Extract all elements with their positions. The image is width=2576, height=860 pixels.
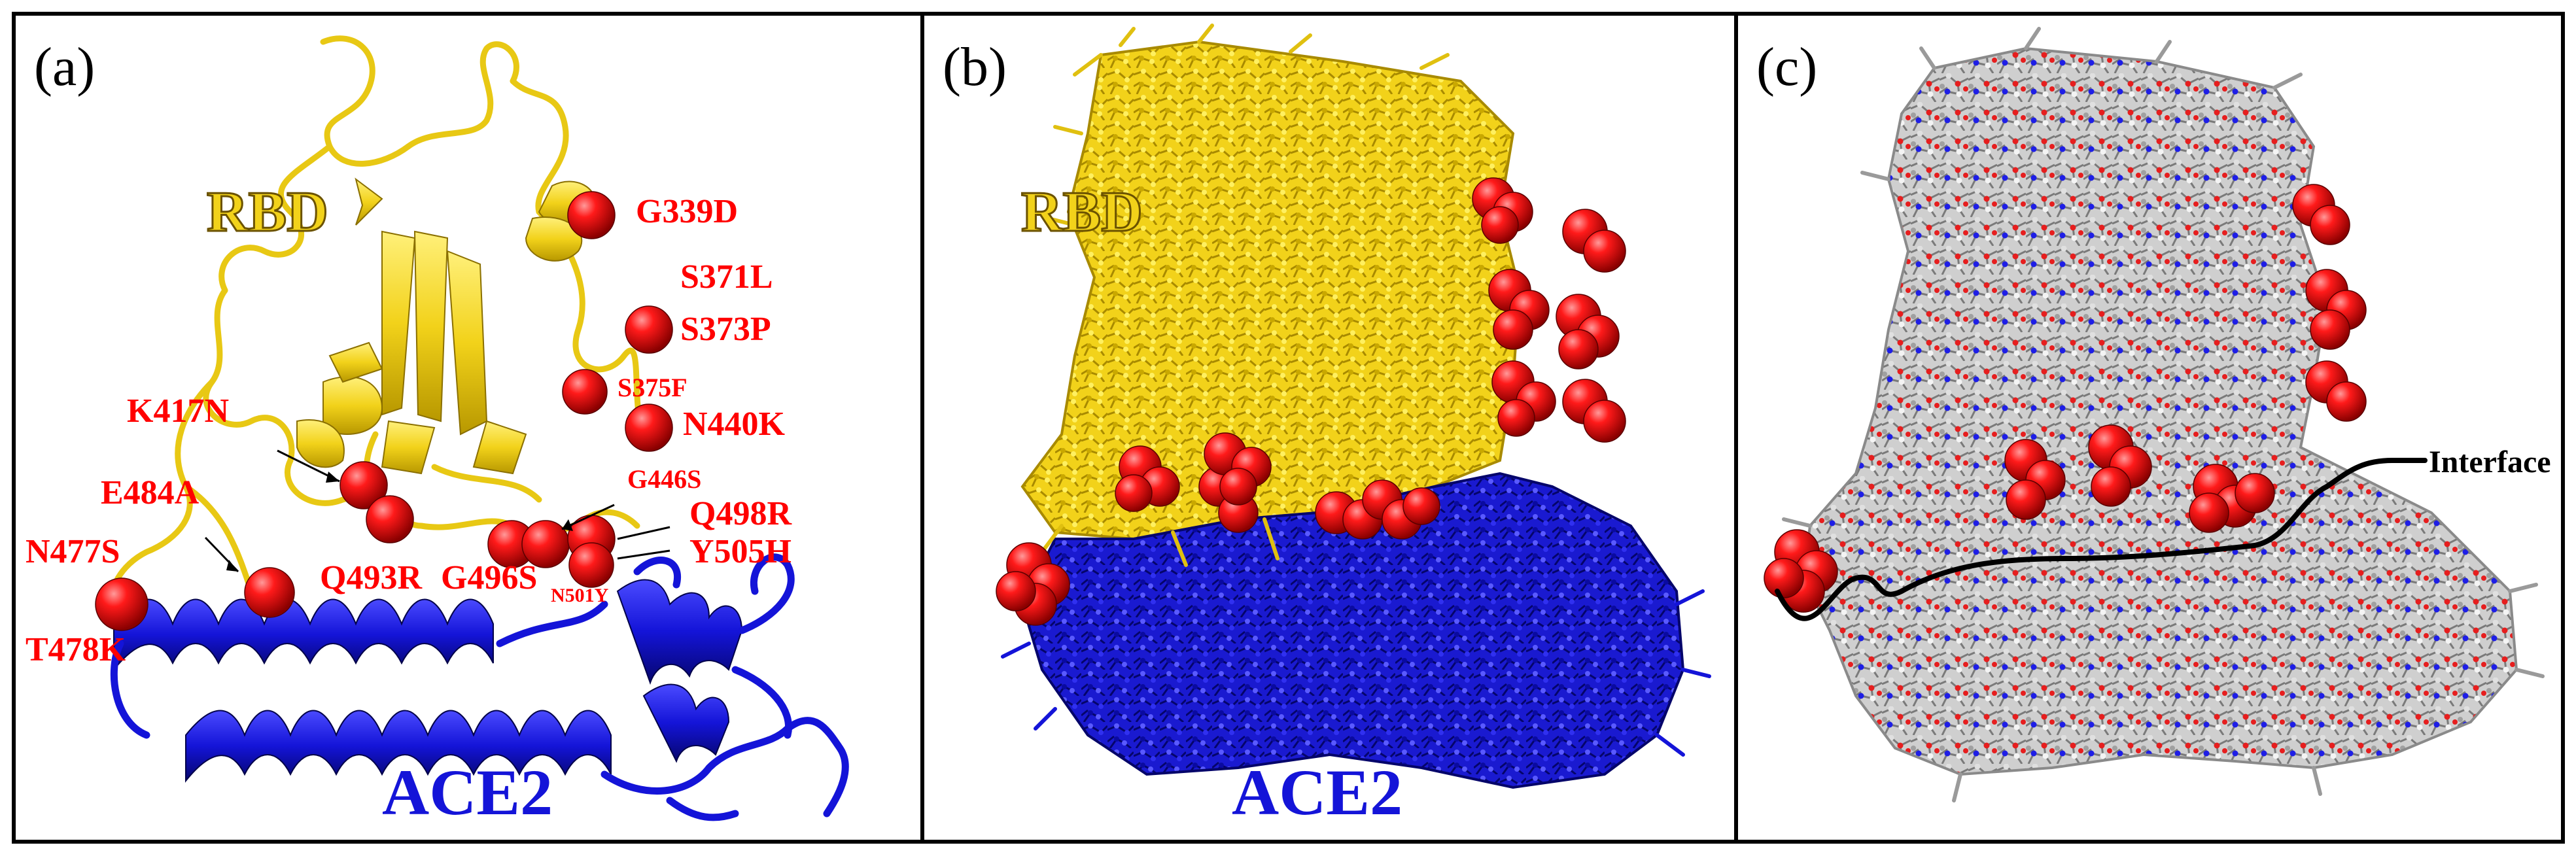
mutation-label-y505h: Y505H [689,533,792,570]
mutation-label-k417n: K417N [127,392,229,430]
mutation-label-e484a: E484A [101,474,200,511]
mutation-label-t478k: T478K [26,631,126,668]
mutation-label-s373p: S373P [680,311,771,348]
mutation-label-s375f: S375F [618,373,688,402]
mutation-label-g446s: G446S [627,464,702,494]
rbd-label: RBD [1020,180,1144,245]
panel-c: (c) Interface [1734,12,2565,844]
mutation-label-q498r: Q498R [689,495,792,532]
mutation-label-g496s: G496S [441,559,538,596]
mutation-label-q493r: Q493R [320,559,422,596]
interface-line [1775,458,2428,621]
panel-b: (b) RBD ACE2 [920,12,1738,844]
ribbon-structure-image [95,35,849,821]
mutation-label-n477s: N477S [26,533,120,570]
mutation-label-n440k: N440K [683,405,785,443]
ball-and-stick-colored-image [996,24,1711,789]
interface-label: Interface [2429,445,2551,479]
ace2-label: ACE2 [382,756,553,829]
mutation-label-g339d: G339D [636,193,738,230]
panel-a: (a) RBD ACE2 G339D S371L S373P S375F N44… [12,12,924,844]
mutation-label-n501y: N501Y [551,585,609,606]
ball-and-stick-element-colored-image [1764,27,2545,802]
panel-a-label: (a) [34,37,96,97]
panel-c-label: (c) [1756,37,1818,97]
ace2-label: ACE2 [1232,756,1403,829]
panel-b-label: (b) [943,37,1007,97]
rbd-label: RBD [206,180,330,245]
mutation-label-s371l: S371L [680,258,773,296]
